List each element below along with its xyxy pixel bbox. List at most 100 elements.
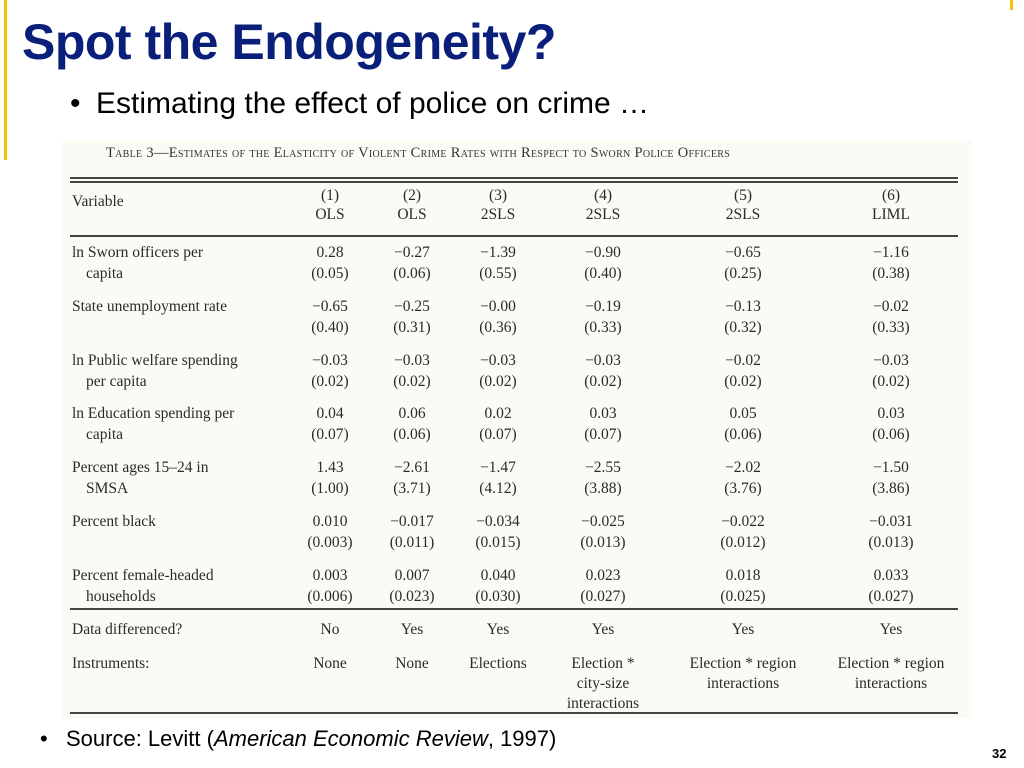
row-label: SMSA xyxy=(86,480,129,497)
std-error-cell: (0.33) xyxy=(584,319,622,336)
std-error-cell: (0.05) xyxy=(311,265,349,282)
std-error-cell: (0.027) xyxy=(868,588,914,605)
coefficient-cell: −1.39 xyxy=(480,244,516,261)
table-rule xyxy=(70,712,958,714)
std-error-cell: (0.40) xyxy=(584,265,622,282)
accent-bar xyxy=(1010,0,1013,10)
std-error-cell: (0.32) xyxy=(724,319,762,336)
column-number: (2) xyxy=(402,187,422,204)
std-error-cell: (0.012) xyxy=(720,534,766,551)
coefficient-cell: 0.05 xyxy=(729,405,757,422)
std-error-cell: (0.38) xyxy=(872,265,910,282)
coefficient-cell: 0.03 xyxy=(589,405,617,422)
instruments-label: Instruments: xyxy=(72,655,150,672)
std-error-cell: (0.06) xyxy=(393,265,431,282)
row-label: Percent ages 15–24 in xyxy=(72,459,209,476)
coefficient-cell: 0.03 xyxy=(877,405,905,422)
column-method: 2SLS xyxy=(585,206,621,223)
std-error-cell: (0.06) xyxy=(724,426,762,443)
coefficient-cell: −1.50 xyxy=(873,459,909,476)
std-error-cell: (0.003) xyxy=(307,534,353,551)
column-number: (5) xyxy=(733,187,753,204)
column-number: (3) xyxy=(488,187,508,204)
row-label: per capita xyxy=(86,373,147,390)
row-label: State unemployment rate xyxy=(72,298,227,315)
table-rule xyxy=(70,608,958,610)
coefficient-cell: 0.02 xyxy=(484,405,512,422)
coefficient-cell: −0.65 xyxy=(725,244,761,261)
instrument-cell: Election * region xyxy=(689,655,797,672)
coefficient-cell: −0.19 xyxy=(585,298,621,315)
std-error-cell: (0.31) xyxy=(393,319,431,336)
coefficient-cell: 0.007 xyxy=(394,567,430,584)
column-method: OLS xyxy=(397,206,427,223)
source-prefix: Source: Levitt ( xyxy=(66,726,214,751)
coefficient-cell: −0.017 xyxy=(390,513,434,530)
coefficient-cell: 0.040 xyxy=(480,567,516,584)
std-error-cell: (0.02) xyxy=(479,373,517,390)
table-rule xyxy=(70,235,958,237)
row-label: households xyxy=(86,588,156,605)
coefficient-cell: −2.02 xyxy=(725,459,761,476)
instrument-cell: interactions xyxy=(706,675,780,692)
column-number: (6) xyxy=(881,187,901,204)
coefficient-cell: −0.022 xyxy=(721,513,765,530)
row-label: capita xyxy=(86,426,124,443)
coefficient-cell: −0.03 xyxy=(312,352,348,369)
std-error-cell: (0.02) xyxy=(872,373,910,390)
source-journal: American Economic Review xyxy=(213,726,488,751)
std-error-cell: (3.86) xyxy=(872,480,910,497)
row-label: capita xyxy=(86,265,124,282)
std-error-cell: (0.40) xyxy=(311,319,349,336)
variable-header: Variable xyxy=(72,193,124,210)
std-error-cell: (0.07) xyxy=(584,426,622,443)
coefficient-cell: −0.03 xyxy=(873,352,909,369)
std-error-cell: (0.015) xyxy=(475,534,521,551)
coefficient-cell: −0.03 xyxy=(585,352,621,369)
column-method: LIML xyxy=(872,206,910,223)
coefficient-cell: −0.00 xyxy=(480,298,516,315)
coefficient-cell: 0.023 xyxy=(585,567,621,584)
coefficient-cell: 1.43 xyxy=(316,459,344,476)
coefficient-cell: −1.16 xyxy=(873,244,909,261)
instrument-cell: interactions xyxy=(566,695,640,712)
std-error-cell: (0.025) xyxy=(720,588,766,605)
coefficient-cell: 0.28 xyxy=(316,244,344,261)
column-number: (4) xyxy=(593,187,613,204)
data-differenced-cell: No xyxy=(320,621,340,638)
std-error-cell: (1.00) xyxy=(311,480,349,497)
coefficient-cell: −0.90 xyxy=(585,244,621,261)
data-differenced-cell: Yes xyxy=(486,621,510,638)
page-number: 32 xyxy=(992,746,1007,761)
instrument-cell: Election * region xyxy=(837,655,945,672)
std-error-cell: (0.011) xyxy=(389,534,435,551)
coefficient-cell: 0.010 xyxy=(312,513,348,530)
instrument-cell: Election * xyxy=(571,655,635,672)
coefficient-cell: −1.47 xyxy=(480,459,516,476)
std-error-cell: (0.07) xyxy=(311,426,349,443)
coefficient-cell: 0.04 xyxy=(316,405,344,422)
std-error-cell: (0.023) xyxy=(389,588,435,605)
bullet-main-text: Estimating the effect of police on crime… xyxy=(96,87,650,120)
column-method: 2SLS xyxy=(480,206,516,223)
std-error-cell: (0.013) xyxy=(580,534,626,551)
table-image: Table 3—Estimates of the Elasticity of V… xyxy=(62,140,972,718)
coefficient-cell: −0.27 xyxy=(394,244,430,261)
coefficient-cell: −0.02 xyxy=(873,298,909,315)
std-error-cell: (0.36) xyxy=(479,319,517,336)
column-method: 2SLS xyxy=(725,206,761,223)
data-differenced-cell: Yes xyxy=(731,621,755,638)
slide-title: Spot the Endogeneity? xyxy=(22,14,556,70)
coefficient-cell: −0.031 xyxy=(869,513,913,530)
std-error-cell: (0.02) xyxy=(393,373,431,390)
coefficient-cell: 0.003 xyxy=(312,567,348,584)
coefficient-cell: 0.033 xyxy=(873,567,909,584)
coefficient-cell: −0.025 xyxy=(581,513,625,530)
std-error-cell: (3.76) xyxy=(724,480,762,497)
row-label: ln Education spending per xyxy=(72,405,235,422)
coefficient-cell: −0.65 xyxy=(312,298,348,315)
accent-bar xyxy=(4,0,7,160)
instrument-cell: Elections xyxy=(469,655,527,672)
std-error-cell: (3.71) xyxy=(393,480,431,497)
source-suffix: , 1997) xyxy=(487,726,557,751)
